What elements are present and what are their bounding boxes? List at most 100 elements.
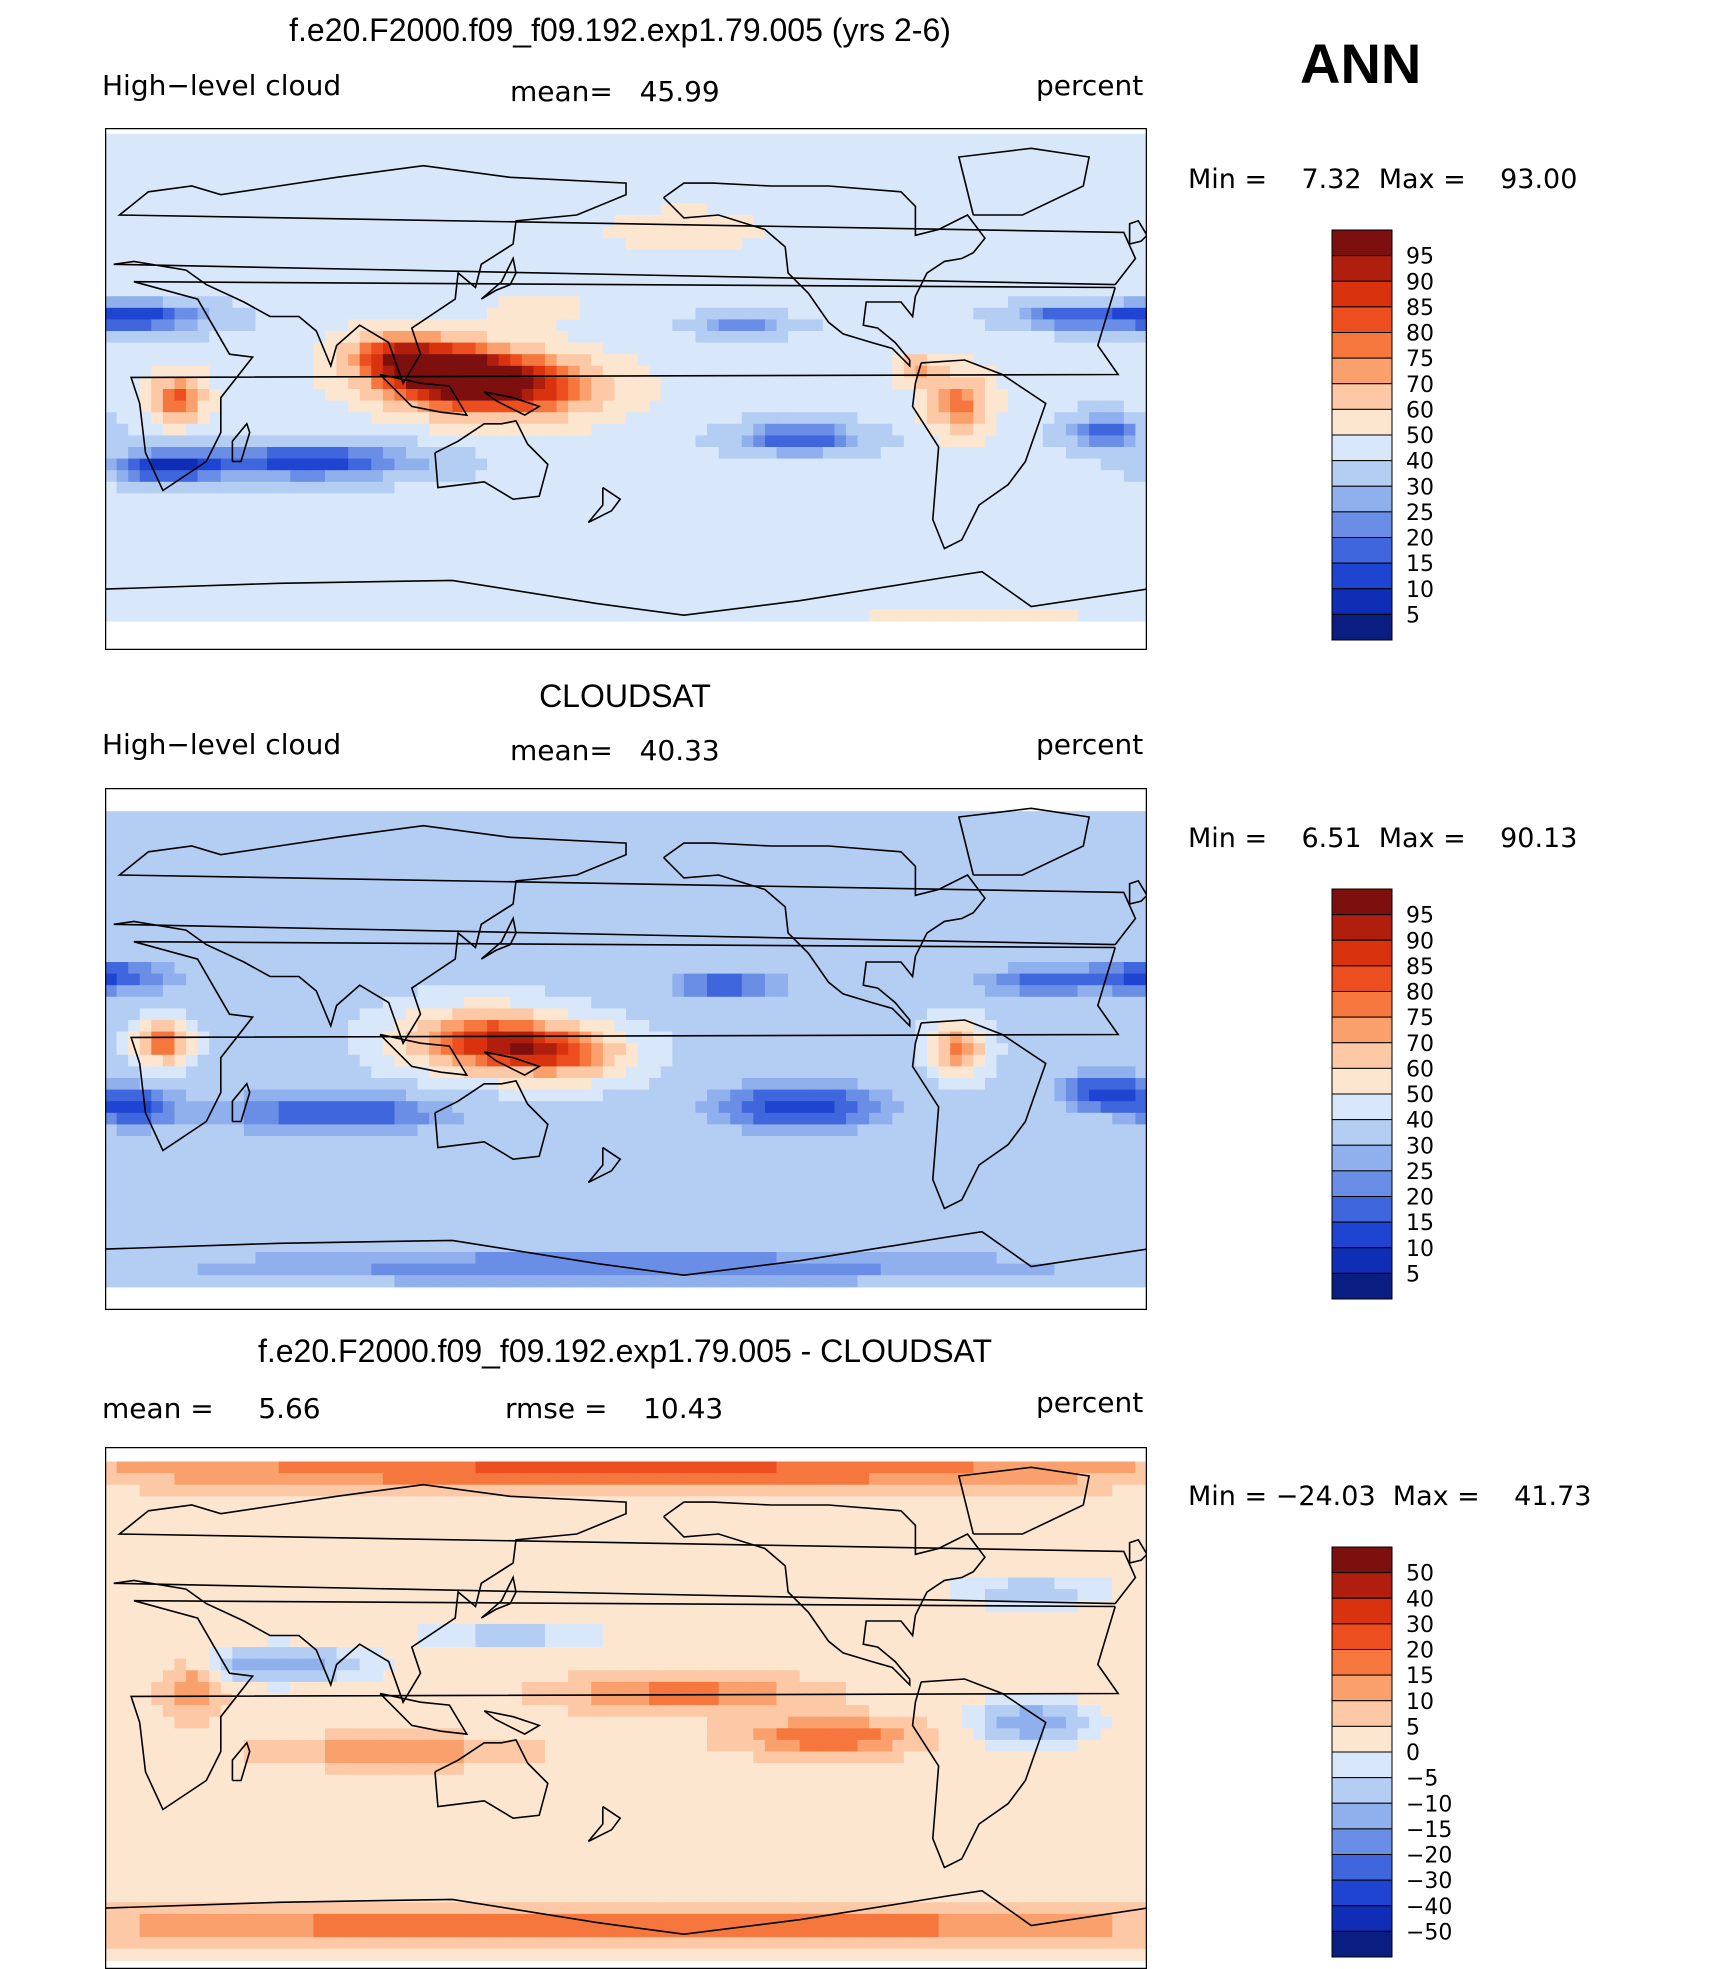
colorbar-tick-label: 50: [1406, 1083, 1434, 1108]
colorbar-tick-label: 40: [1406, 1587, 1434, 1612]
map-frame: [105, 788, 1147, 1310]
panel-1-variable-label: High−level cloud: [102, 69, 342, 102]
coastlines: [105, 1466, 1147, 1936]
map-frame: [105, 128, 1147, 650]
colorbar-tick-label: −20: [1406, 1844, 1452, 1869]
colorbar-tick-label: 5: [1406, 1262, 1420, 1287]
colorbar-swatch: [1331, 1828, 1393, 1855]
panel-2-title: CLOUDSAT: [539, 678, 711, 714]
panel-3-map: [105, 1447, 1147, 1969]
colorbar-swatch: [1331, 1777, 1393, 1804]
colorbar-tick-label: 90: [1406, 270, 1434, 295]
panel-3-title: f.e20.F2000.f09_f09.192.exp1.79.005 - CL…: [257, 1333, 993, 1369]
colorbar-swatch: [1331, 306, 1393, 333]
coastlines: [105, 147, 1147, 617]
colorbar-tick-label: 50: [1406, 424, 1434, 449]
coastlines: [105, 807, 1147, 1277]
colorbar-tick-label: 30: [1406, 475, 1434, 500]
colorbar-swatch: [1331, 1854, 1393, 1881]
colorbar-tick-label: 80: [1406, 981, 1434, 1006]
colorbar-swatch: [1331, 1751, 1393, 1779]
colorbar-swatch: [1331, 511, 1393, 538]
colorbar-tick-label: −40: [1406, 1895, 1452, 1920]
colorbar-swatch: [1331, 408, 1393, 436]
colorbar-swatch: [1331, 1725, 1393, 1753]
colorbar-tick-label: 60: [1406, 398, 1434, 423]
panel-1-units-label: percent: [1036, 69, 1144, 102]
colorbar-tick-label: 25: [1406, 501, 1434, 526]
colorbar-swatch: [1331, 383, 1393, 410]
colorbar-tick-label: −15: [1406, 1818, 1452, 1843]
colorbar-tick-label: 90: [1406, 929, 1434, 954]
colorbar-tick-label: 40: [1406, 450, 1434, 475]
colorbar-swatch: [1331, 588, 1393, 615]
colorbar-swatch: [1331, 255, 1393, 282]
colorbar-tick-label: 75: [1406, 347, 1434, 372]
colorbar-swatch: [1331, 613, 1393, 641]
colorbar-tick-label: 30: [1406, 1613, 1434, 1638]
colorbar-tick-label: −30: [1406, 1869, 1452, 1894]
season-label: ANN: [1300, 32, 1422, 95]
colorbar-tick-label: 60: [1406, 1057, 1434, 1082]
colorbar-swatch: [1331, 1170, 1393, 1197]
colorbar-tick-label: 10: [1406, 578, 1434, 603]
colorbar-swatch: [1331, 1144, 1393, 1172]
colorbar-swatch: [1331, 1093, 1393, 1121]
colorbar-tick-label: 15: [1406, 1664, 1434, 1689]
colorbar-tick-label: 85: [1406, 296, 1434, 321]
colorbar-tick-label: 70: [1406, 1032, 1434, 1057]
colorbar-tick-label: −10: [1406, 1792, 1452, 1817]
colorbar-tick-label: 15: [1406, 1211, 1434, 1236]
colorbar-tick-label: 0: [1406, 1741, 1420, 1766]
colorbar-tick-label: 95: [1406, 245, 1434, 270]
colorbar-tick-label: 40: [1406, 1109, 1434, 1134]
colorbar-tick-label: 95: [1406, 904, 1434, 929]
panel-3-minmax: Min = −24.03 Max = 41.73: [1188, 1481, 1592, 1512]
colorbar-tick-label: 70: [1406, 373, 1434, 398]
colorbar-tick-label: 30: [1406, 1134, 1434, 1159]
panel-1-mean-label: mean= 45.99: [510, 75, 720, 108]
colorbar-tick-label: 80: [1406, 322, 1434, 347]
colorbar-swatch: [1331, 1067, 1393, 1095]
colorbar-swatch: [1331, 1546, 1393, 1574]
panel-2-map: [105, 788, 1147, 1310]
colorbar-tick-label: 10: [1406, 1237, 1434, 1262]
colorbar-swatch: [1331, 537, 1393, 564]
colorbar-swatch: [1331, 914, 1393, 941]
panel-2-units-label: percent: [1036, 728, 1144, 761]
colorbar-tick-label: 5: [1406, 1715, 1420, 1740]
panel-1-minmax: Min = 7.32 Max = 93.00: [1188, 164, 1578, 195]
colorbar-swatch: [1331, 1623, 1393, 1650]
colorbar-swatch: [1331, 280, 1393, 308]
panel-2-variable-label: High−level cloud: [102, 728, 342, 761]
colorbar-tick-label: 75: [1406, 1006, 1434, 1031]
colorbar-swatch: [1331, 562, 1393, 590]
heatmap-cells: [105, 1461, 1147, 1961]
colorbar-swatch: [1331, 965, 1393, 992]
panel-1-map: [105, 128, 1147, 650]
heatmap-cells: [105, 811, 1147, 1288]
colorbar-swatch: [1331, 357, 1393, 385]
colorbar-swatch: [1331, 1700, 1393, 1727]
colorbar-swatch: [1331, 1879, 1393, 1907]
heatmap-cells: [105, 133, 1147, 622]
colorbar-tick-label: 25: [1406, 1160, 1434, 1185]
colorbar-swatch: [1331, 1119, 1393, 1146]
colorbar-swatch: [1331, 1802, 1393, 1830]
panel-3-units-label: percent: [1036, 1386, 1144, 1419]
colorbar-tick-label: 50: [1406, 1562, 1434, 1587]
colorbar-swatch: [1331, 888, 1393, 916]
colorbar-tick-label: 5: [1406, 603, 1420, 628]
colorbar-swatch: [1331, 1042, 1393, 1069]
colorbar-swatch: [1331, 1905, 1393, 1932]
panel-3-mean-label: mean = 5.66: [102, 1392, 321, 1425]
colorbar-swatch: [1331, 434, 1393, 462]
colorbar-tick-label: 20: [1406, 1639, 1434, 1664]
colorbar-tick-label: −5: [1406, 1767, 1438, 1792]
panel-2-minmax: Min = 6.51 Max = 90.13: [1188, 823, 1578, 854]
colorbar-swatch: [1331, 1930, 1393, 1958]
colorbar-swatch: [1331, 1572, 1393, 1599]
